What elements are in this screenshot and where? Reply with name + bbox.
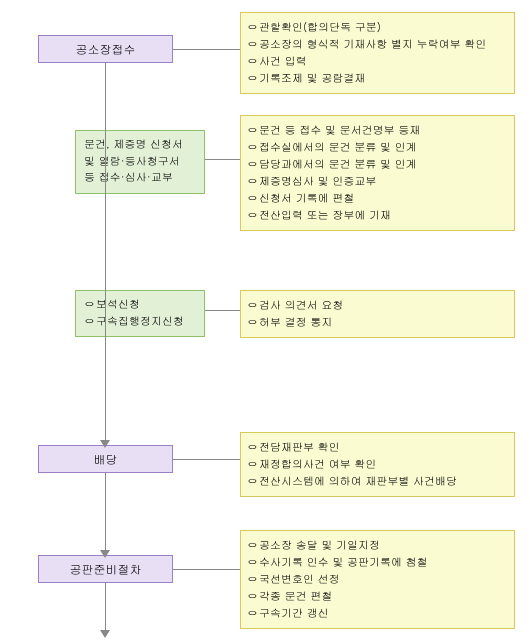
detail-gongsojang: 관할확인(합의단독 구분)공소장의 형식적 기재사항 별지 누락여부 확인사건 … — [240, 12, 515, 94]
detail-item: 신청서 기록에 편철 — [247, 190, 508, 207]
detail-item: 국선변호인 선정 — [247, 571, 508, 588]
arrow-down-icon — [100, 630, 110, 638]
connector-horizontal — [173, 49, 240, 50]
subnode-mungun: 문건, 제증명 신청서및 열람·등사청구서등 접수·심사·교부 — [75, 130, 205, 194]
detail-item: 전담재판부 확인 — [247, 439, 508, 456]
detail-mungun: 문건 등 접수 및 문서건명부 등재접수실에서의 문건 분류 및 인계담당과에서… — [240, 115, 515, 231]
sub-line: 구속집행정지신청 — [84, 314, 196, 331]
connector-horizontal — [173, 459, 240, 460]
detail-baedang: 전담재판부 확인재정합의사건 여부 확인전산시스템에 의하여 재판부별 사건배당 — [240, 432, 515, 497]
detail-item: 공소장의 형식적 기재사항 별지 누락여부 확인 — [247, 36, 508, 53]
connector-horizontal — [173, 569, 240, 570]
connector-horizontal — [205, 159, 240, 160]
detail-item: 각종 문건 편철 — [247, 588, 508, 605]
detail-item: 수사기록 인수 및 공판기록에 첨철 — [247, 554, 508, 571]
node-baedang: 배당 — [38, 445, 173, 473]
connector-vertical — [105, 583, 106, 635]
detail-boseok: 검사 의견서 요청허부 결정 통지 — [240, 290, 515, 338]
detail-item: 사건 입력 — [247, 53, 508, 70]
arrow-down-icon — [100, 550, 110, 558]
detail-gongpan: 공소장 송달 및 기일지정수사기록 인수 및 공판기록에 첨철국선변호인 선정각… — [240, 530, 515, 629]
connector-vertical — [105, 473, 106, 555]
detail-item: 담당과에서의 문건 분류 및 인계 — [247, 156, 508, 173]
detail-item: 전산입력 또는 장부에 기재 — [247, 207, 508, 224]
detail-item: 공소장 송달 및 기일지정 — [247, 537, 508, 554]
detail-item: 제증명심사 및 인증교부 — [247, 173, 508, 190]
node-label: 공소장접수 — [76, 41, 136, 58]
connector-horizontal — [205, 310, 240, 311]
detail-item: 문건 등 접수 및 문서건명부 등재 — [247, 122, 508, 139]
detail-item: 검사 의견서 요청 — [247, 297, 508, 314]
subnode-boseok: 보석신청구속집행정지신청 — [75, 290, 205, 337]
arrow-down-icon — [100, 440, 110, 448]
detail-item: 접수실에서의 문건 분류 및 인계 — [247, 139, 508, 156]
sub-line: 문건, 제증명 신청서 — [84, 137, 196, 154]
node-label: 배당 — [94, 451, 118, 468]
detail-item: 허부 결정 통지 — [247, 314, 508, 331]
detail-item: 관할확인(합의단독 구분) — [247, 19, 508, 36]
sub-line: 및 열람·등사청구서 — [84, 154, 196, 171]
node-gongpan: 공판준비절차 — [38, 555, 173, 583]
detail-item: 재정합의사건 여부 확인 — [247, 456, 508, 473]
detail-item: 전산시스템에 의하여 재판부별 사건배당 — [247, 473, 508, 490]
detail-item: 기록조제 및 공람결재 — [247, 70, 508, 87]
sub-line: 등 접수·심사·교부 — [84, 170, 196, 187]
detail-item: 구속기간 갱신 — [247, 605, 508, 622]
node-label: 공판준비절차 — [70, 561, 142, 578]
node-gongsojang: 공소장접수 — [38, 35, 173, 63]
connector-vertical — [105, 63, 106, 445]
sub-line: 보석신청 — [84, 297, 196, 314]
